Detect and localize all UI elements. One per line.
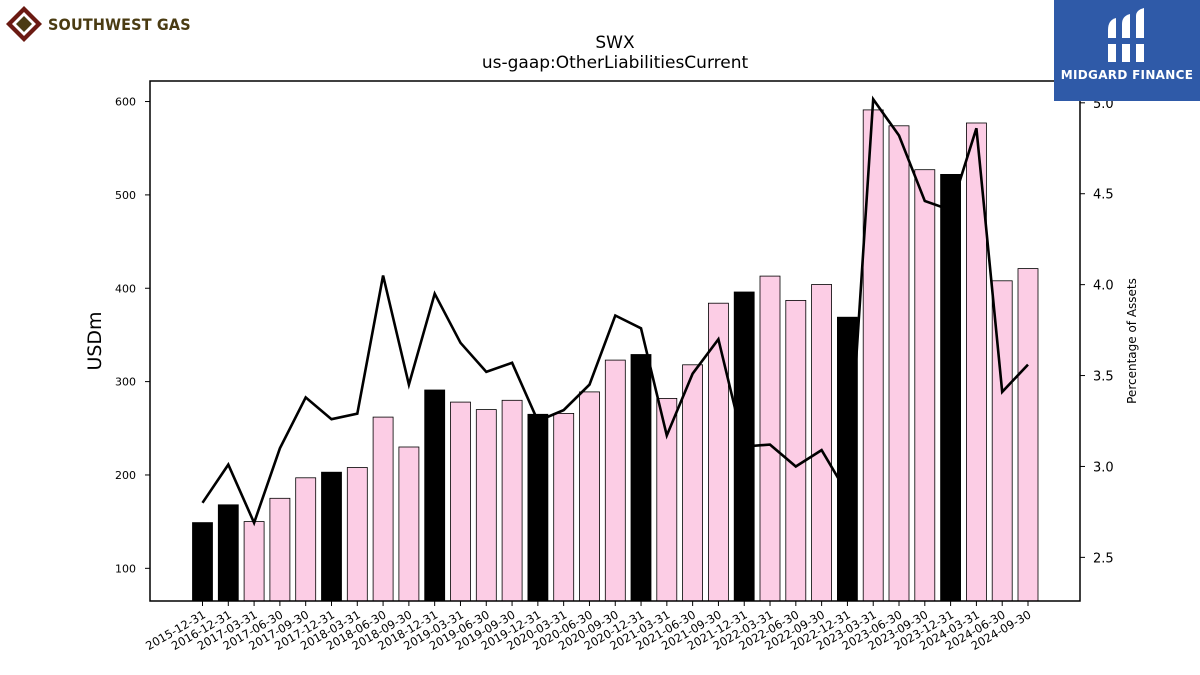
bar-2020-12-31 xyxy=(630,354,652,602)
bar-2023-06-30 xyxy=(888,125,910,602)
bar-2022-09-30 xyxy=(811,284,832,602)
line-layer xyxy=(201,95,1029,527)
chart-title: SWX xyxy=(595,33,635,53)
y-tick-label: 300 xyxy=(115,376,136,389)
midgard-monogram-icon xyxy=(1108,8,1144,62)
bar-2024-09-30 xyxy=(1017,268,1039,602)
bar-2017-06-30 xyxy=(269,497,291,602)
bar-2022-03-31 xyxy=(759,275,781,602)
y2-tick-label: 4.0 xyxy=(1093,279,1114,294)
bar-2020-09-30 xyxy=(604,359,626,602)
bar-2018-09-30 xyxy=(398,446,420,602)
bar-2023-12-31 xyxy=(940,173,961,602)
bar-2019-06-30 xyxy=(475,409,497,602)
bars-layer xyxy=(192,109,1039,602)
bar-2017-03-31 xyxy=(243,521,265,602)
bar-2021-06-30 xyxy=(682,364,703,602)
bar-2022-06-30 xyxy=(785,299,807,602)
bar-2017-09-30 xyxy=(295,477,317,602)
y2-tick-label: 2.5 xyxy=(1093,551,1114,566)
bar-2020-03-31 xyxy=(553,412,575,602)
bar-2022-12-31 xyxy=(837,316,858,602)
bar-2015-12-31 xyxy=(192,522,213,602)
y2-axis-label: Percentage of Assets xyxy=(1125,278,1139,404)
southwest-gas-logo: SOUTHWEST GAS xyxy=(4,4,207,44)
y2-tick-label: 3.0 xyxy=(1093,460,1114,475)
left-axis: 100 200 300 400 500 600 xyxy=(115,96,150,575)
y2-tick-label: 4.5 xyxy=(1093,188,1114,203)
southwest-gas-emblem-icon xyxy=(6,6,42,42)
bar-2019-09-30 xyxy=(501,399,523,602)
y-axis-label: USDm xyxy=(84,311,106,370)
midgard-finance-logo: MIDGARD FINANCE xyxy=(1054,0,1200,101)
y-tick-label: 200 xyxy=(115,469,136,482)
bar-2020-06-30 xyxy=(579,391,600,602)
bar-2018-03-31 xyxy=(346,467,368,602)
bar-2017-12-31 xyxy=(321,471,342,602)
bar-2016-12-31 xyxy=(217,504,239,602)
y-tick-label: 400 xyxy=(115,282,136,295)
bar-2018-06-30 xyxy=(372,416,394,602)
x-axis: 2015-12-312016-12-312017-03-312017-06-30… xyxy=(143,601,1034,653)
bar-2023-09-30 xyxy=(914,169,936,602)
y-tick-label: 600 xyxy=(115,96,136,109)
bar-2018-12-31 xyxy=(424,389,446,602)
bar-2023-03-31 xyxy=(862,109,884,602)
midgard-finance-name: MIDGARD FINANCE xyxy=(1060,68,1194,82)
bar-2019-12-31 xyxy=(527,413,549,602)
chart-subtitle: us-gaap:OtherLiabilitiesCurrent xyxy=(482,53,749,73)
bar-2019-03-31 xyxy=(450,401,471,602)
y2-tick-label: 3.5 xyxy=(1093,370,1114,385)
percentage-line xyxy=(201,95,1029,527)
bar-2021-03-31 xyxy=(656,397,678,602)
y-tick-label: 100 xyxy=(115,562,136,575)
right-axis: 2.53.03.54.04.55.0 xyxy=(1080,97,1114,566)
southwest-gas-name: SOUTHWEST GAS xyxy=(48,14,191,34)
y-tick-label: 500 xyxy=(115,189,136,202)
